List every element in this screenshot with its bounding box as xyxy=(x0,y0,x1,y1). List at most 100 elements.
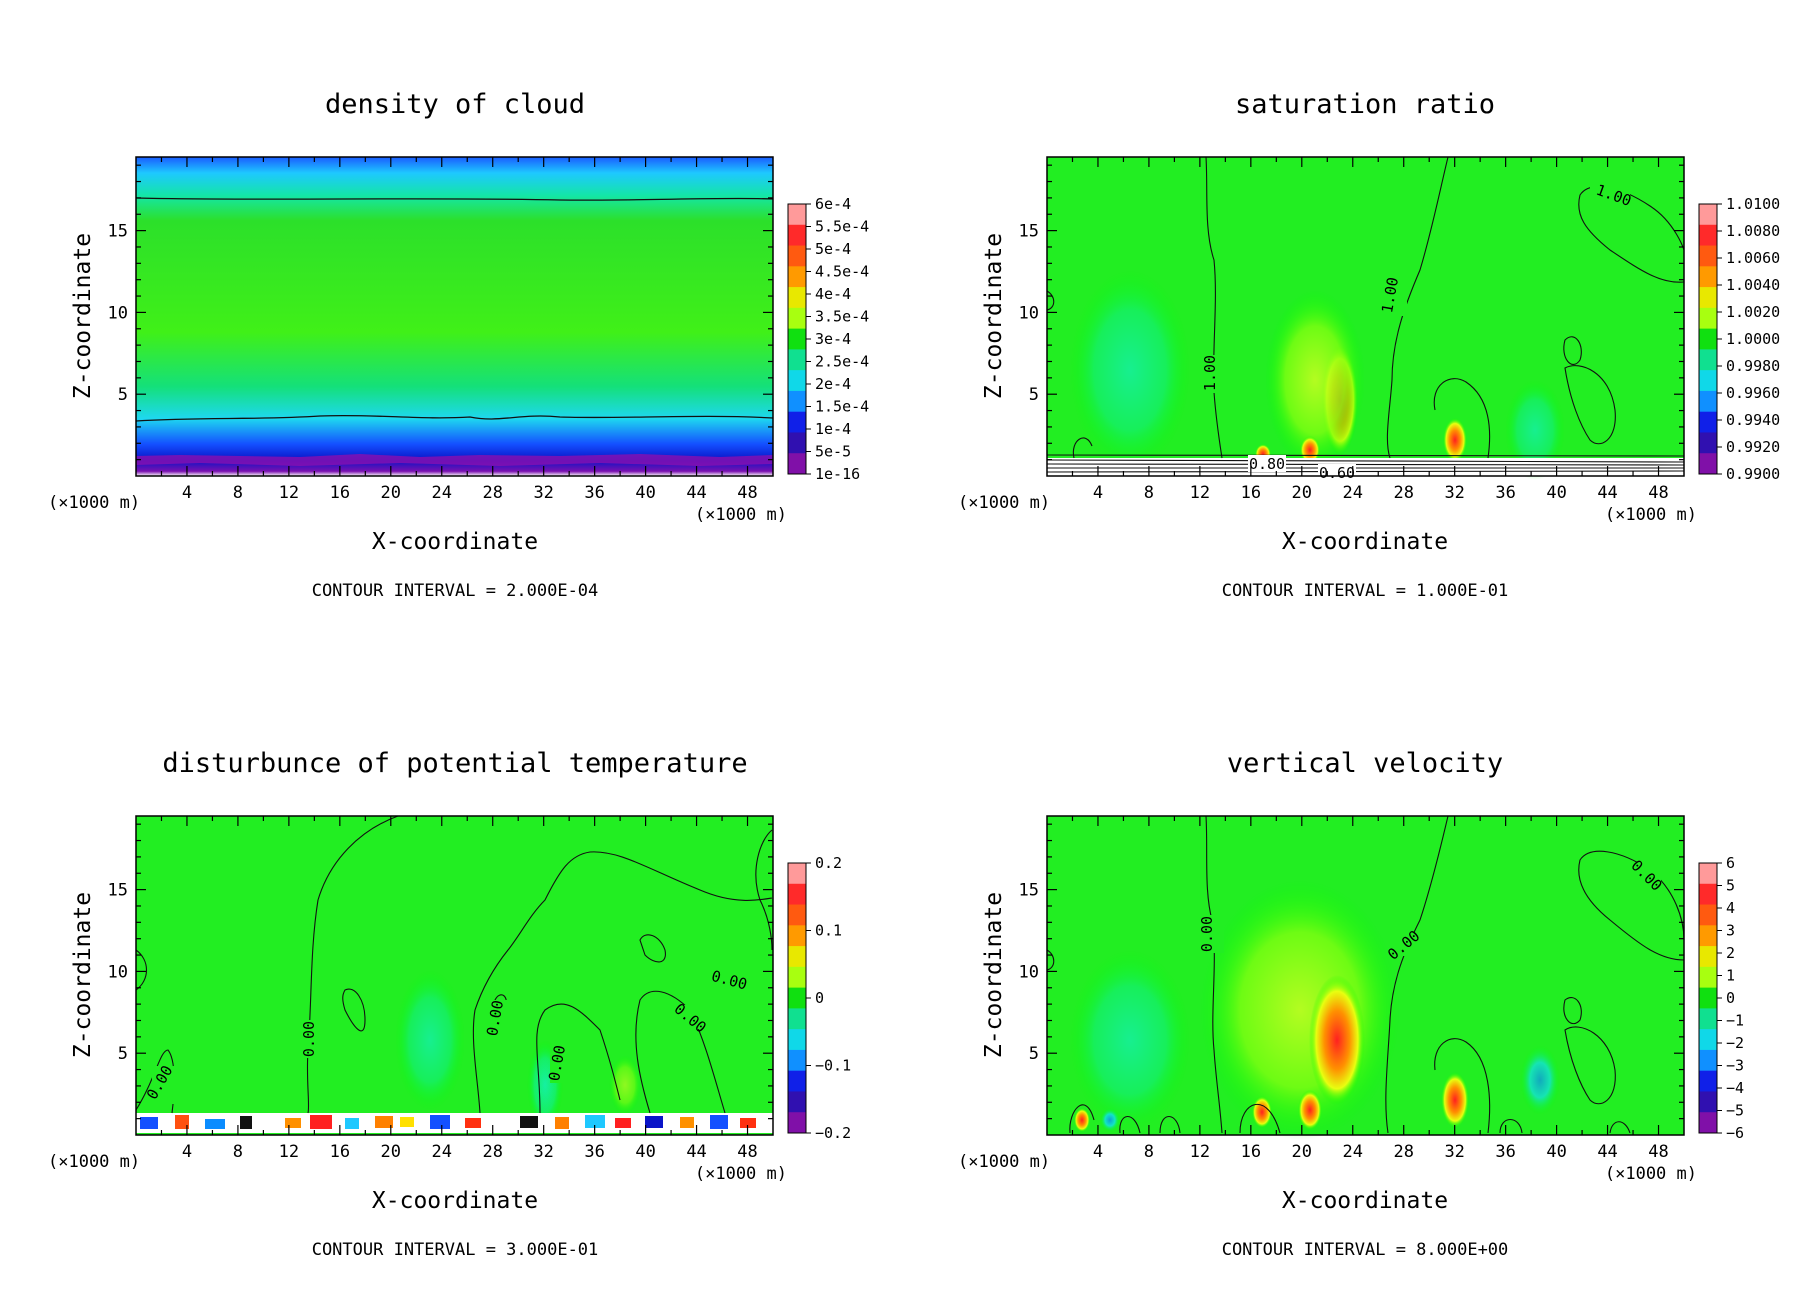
colorbar-label: 6e-4 xyxy=(815,195,851,213)
x-tick-label: 24 xyxy=(1343,1142,1363,1162)
colorbar: 6 5 4 3 2 1 0 −1 −2 −3 −4 −5 −6 xyxy=(1698,854,1744,1142)
colorbar-swatch xyxy=(788,987,806,1009)
y-axis-label: Z-coordinate xyxy=(70,233,96,399)
chart-title: density of cloud xyxy=(325,89,585,120)
x-tick-label: 16 xyxy=(330,483,350,503)
colorbar-swatch xyxy=(788,1008,806,1030)
plot-frame xyxy=(135,815,774,1136)
x-axis-label: X-coordinate xyxy=(1282,1188,1448,1214)
contour-line xyxy=(1072,437,1093,459)
y-unit-label: (×1000 m) xyxy=(48,1152,140,1172)
colorbar-swatch xyxy=(1699,245,1717,267)
panel-saturation-ratio: saturation ratio xyxy=(958,89,1780,601)
x-tick-label: 8 xyxy=(233,1142,243,1162)
x-unit-label: (×1000 m) xyxy=(695,505,787,525)
x-tick-label: 4 xyxy=(1093,1142,1103,1162)
contour-line xyxy=(1119,1115,1141,1134)
colorbar-label: 1.0100 xyxy=(1726,195,1780,213)
colorbar-swatch xyxy=(1699,266,1717,288)
heatmap-updraft-core xyxy=(1309,975,1365,1105)
y-tick-label: 5 xyxy=(118,385,128,405)
contour-line xyxy=(135,414,774,422)
x-tick-label: 20 xyxy=(381,1142,401,1162)
heatmap-cool-region xyxy=(1070,270,1190,470)
contour-label-group: 1.00 1.00 1.00 0.80 0.60 xyxy=(1201,181,1634,482)
colorbar-swatch xyxy=(788,1070,806,1092)
contour-line xyxy=(1239,1103,1281,1134)
colorbar-label: 0.9980 xyxy=(1726,357,1780,375)
x-tick-label: 44 xyxy=(1597,1142,1617,1162)
panel-vertical-velocity: vertical velocity xyxy=(958,748,1744,1260)
colorbar-swatch xyxy=(1699,224,1717,247)
colorbar-label: −0.2 xyxy=(815,1124,851,1142)
x-tick-label: 8 xyxy=(1144,1142,1154,1162)
x-tick-marks xyxy=(1047,816,1684,1135)
colorbar-swatch xyxy=(1699,390,1717,413)
colorbar-swatch xyxy=(1699,1049,1717,1072)
x-unit-label: (×1000 m) xyxy=(1605,505,1697,525)
colorbar-label: 2.5e-4 xyxy=(815,353,869,371)
x-tick-label: 44 xyxy=(686,1142,706,1162)
x-tick-label: 4 xyxy=(182,483,192,503)
heatmap-cool-region xyxy=(395,970,465,1110)
colorbar-swatch xyxy=(1699,370,1717,392)
heatmap-low-band xyxy=(136,454,773,466)
colorbar-swatch xyxy=(788,453,806,475)
y-tick-label: 5 xyxy=(118,1044,128,1064)
heatmap-updraft-core xyxy=(1441,1072,1469,1128)
contour-label: 0.60 xyxy=(1319,464,1355,482)
x-tick-label: 12 xyxy=(1190,483,1210,503)
contour-group xyxy=(135,815,773,1114)
colorbar-label: 0.9920 xyxy=(1726,438,1780,456)
contour-interval-label: CONTOUR INTERVAL = 1.000E-01 xyxy=(1222,581,1509,601)
chart-title: vertical velocity xyxy=(1227,748,1503,779)
y-tick-label: 5 xyxy=(1029,385,1039,405)
colorbar-label: 2e-4 xyxy=(815,375,851,393)
plot-frame xyxy=(135,156,774,477)
colorbar-label: 0 xyxy=(815,989,824,1007)
x-tick-label: 8 xyxy=(1144,483,1154,503)
contour-line xyxy=(1205,156,1223,459)
heatmap-warm-region xyxy=(609,1055,641,1115)
x-tick-label: 20 xyxy=(1292,1142,1312,1162)
colorbar-label: −0.1 xyxy=(815,1057,851,1075)
colorbar-swatch xyxy=(1699,432,1717,454)
colorbar-swatch xyxy=(788,946,806,968)
colorbar-swatch xyxy=(788,204,806,226)
x-tick-label: 40 xyxy=(635,483,655,503)
heatmap-updraft-core xyxy=(1252,1096,1272,1128)
contour-line xyxy=(1563,997,1582,1025)
y-tick-label: 15 xyxy=(108,881,128,901)
contour-interval-label: CONTOUR INTERVAL = 8.000E+00 xyxy=(1222,1240,1509,1260)
y-tick-label: 15 xyxy=(108,222,128,242)
x-tick-label: 20 xyxy=(381,483,401,503)
chart-title: saturation ratio xyxy=(1235,89,1495,120)
contour-interval-label: CONTOUR INTERVAL = 3.000E-01 xyxy=(312,1240,599,1260)
colorbar-label: −3 xyxy=(1726,1057,1744,1075)
contour-line xyxy=(1159,1115,1181,1134)
colorbar-swatch xyxy=(788,266,806,288)
colorbar-label: 5e-5 xyxy=(815,443,851,461)
y-tick-label: 15 xyxy=(1019,222,1039,242)
contour-line xyxy=(1434,1038,1491,1134)
colorbar-swatch xyxy=(1699,1091,1717,1113)
plot-area: 0.00 0.00 0.00 xyxy=(1046,815,1685,1140)
x-tick-label: 40 xyxy=(635,1142,655,1162)
x-tick-marks xyxy=(136,816,773,1135)
x-tick-label: 20 xyxy=(1292,483,1312,503)
x-tick-label: 40 xyxy=(1546,483,1566,503)
x-unit-label: (×1000 m) xyxy=(695,1164,787,1184)
x-tick-label: 8 xyxy=(233,483,243,503)
heatmap-warm-region xyxy=(1265,290,1365,470)
colorbar-swatch xyxy=(788,307,806,330)
colorbar-label: 3e-4 xyxy=(815,330,851,348)
colorbar-label: −4 xyxy=(1726,1079,1744,1097)
x-tick-label: 12 xyxy=(279,483,299,503)
heatmap-field xyxy=(136,157,773,476)
contour-line xyxy=(1046,454,1685,473)
x-tick-label: 48 xyxy=(1648,1142,1668,1162)
y-tick-label: 15 xyxy=(1019,881,1039,901)
y-unit-label: (×1000 m) xyxy=(958,493,1050,513)
plot-area: 0.00 0.00 0.00 0.00 0.00 0.00 xyxy=(135,815,774,1136)
